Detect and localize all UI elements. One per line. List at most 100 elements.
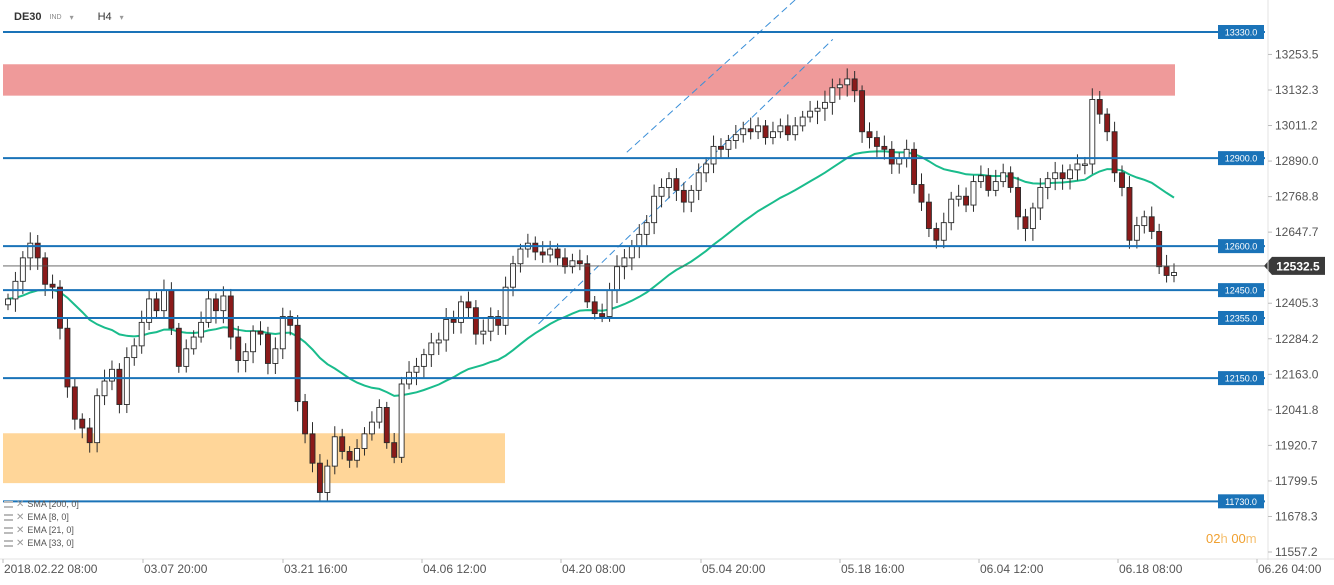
candle-body-up <box>977 175 984 183</box>
close-icon[interactable]: ✕ <box>16 525 25 536</box>
candle-body-down <box>383 407 390 444</box>
candle <box>354 439 361 468</box>
candle-body-down <box>1096 99 1103 115</box>
y-tick-label: 11557.2 <box>1275 545 1318 559</box>
support-zone <box>3 433 505 484</box>
candle <box>250 325 257 364</box>
candle <box>866 122 873 149</box>
candle-body-up <box>955 195 962 200</box>
legend-label: SMA [200, 0] <box>27 499 79 509</box>
candle-body-down <box>873 137 880 147</box>
candle <box>435 332 442 355</box>
candle-body-up <box>376 407 383 423</box>
candle-body-up <box>250 330 257 353</box>
candle <box>361 427 368 456</box>
current-price-tag <box>1264 256 1325 275</box>
candle <box>302 393 309 444</box>
candle-body-up <box>614 266 620 291</box>
candle <box>1007 166 1014 193</box>
candle-body-down <box>1111 131 1118 174</box>
candle <box>658 178 665 208</box>
candle <box>695 163 702 201</box>
candle-body-down <box>1007 172 1014 188</box>
level-tag <box>1218 371 1264 386</box>
legend-item[interactable]: ✕ EMA [33, 0] <box>4 537 79 550</box>
candle-body-up <box>19 257 26 282</box>
candle <box>933 222 940 249</box>
candle-body-up <box>636 233 643 247</box>
y-tick-label: 13132.3 <box>1275 83 1319 97</box>
legend-label: EMA [8, 0] <box>27 512 69 522</box>
candle <box>532 236 539 261</box>
candle-body-up <box>5 298 11 306</box>
candle-body-up <box>272 348 279 364</box>
candle <box>963 187 970 213</box>
candle <box>5 293 11 311</box>
candle <box>146 289 153 331</box>
candle-body-down <box>762 125 769 139</box>
candle-body-down <box>933 228 940 241</box>
close-icon[interactable]: ✕ <box>16 499 25 510</box>
legend-item[interactable]: ✕ EMA [8, 0] <box>4 511 79 524</box>
candle-body-down <box>49 283 56 288</box>
candle-body-down <box>495 316 502 326</box>
candle-body-down <box>79 418 86 429</box>
candle <box>279 307 286 360</box>
level-tag-label: 12150.0 <box>1225 374 1258 384</box>
candle <box>161 279 167 318</box>
close-icon[interactable]: ✕ <box>16 512 25 523</box>
timeframe-label[interactable]: H4 <box>97 11 112 23</box>
candle <box>1163 254 1170 283</box>
chevron-down-icon[interactable]: ▾ <box>69 12 74 22</box>
candle-body-up <box>755 125 762 133</box>
chevron-down-icon[interactable]: ▾ <box>119 12 124 22</box>
candle-body-up <box>970 181 977 206</box>
candle-body-down <box>294 324 301 403</box>
level-tag <box>1218 310 1264 325</box>
candle-body-up <box>190 336 197 350</box>
candle <box>1037 178 1044 221</box>
legend-item[interactable]: ✕ EMA [21, 0] <box>4 524 79 537</box>
legend-item[interactable]: ✕ SMA [200, 0] <box>4 498 79 511</box>
candle-body-up <box>1171 272 1177 276</box>
candle-body-down <box>309 433 316 464</box>
candle-body-up <box>428 342 435 356</box>
candle <box>235 325 242 373</box>
candle-body-up <box>331 436 338 467</box>
candle-body-up <box>732 134 739 141</box>
candle <box>539 241 546 263</box>
candle-body-down <box>985 175 992 191</box>
candle-body-down <box>911 148 918 185</box>
candle-body-up <box>770 131 776 139</box>
candle-body-up <box>420 354 427 367</box>
candle <box>1104 108 1111 142</box>
y-tick-label: 12647.7 <box>1275 225 1319 239</box>
candle <box>829 78 836 115</box>
x-tick-label: 2018.02.22 08:00 <box>4 562 98 576</box>
candle-body-down <box>153 298 160 312</box>
candle <box>881 135 888 160</box>
candle-body-up <box>651 195 658 224</box>
close-icon[interactable]: ✕ <box>16 538 25 549</box>
candle <box>1156 223 1163 274</box>
candle-body-down <box>599 313 606 317</box>
candle-body-up <box>123 357 130 405</box>
candle-body-up <box>1029 207 1036 229</box>
symbol-label[interactable]: DE30 <box>14 11 42 23</box>
candle-body-up <box>279 316 286 350</box>
candle <box>205 290 212 328</box>
candle <box>42 252 49 296</box>
candle-body-down <box>562 257 568 268</box>
candle-body-down <box>576 260 583 265</box>
candle <box>413 357 420 386</box>
candle-body-up <box>1081 163 1088 166</box>
candle <box>784 114 791 141</box>
candle <box>19 251 26 294</box>
candle-body-down <box>888 148 895 165</box>
candle-body-up <box>710 145 717 165</box>
candle <box>368 411 375 441</box>
candle-body-down <box>71 386 78 420</box>
list-icon <box>4 527 13 534</box>
candle-body-up <box>183 348 190 367</box>
